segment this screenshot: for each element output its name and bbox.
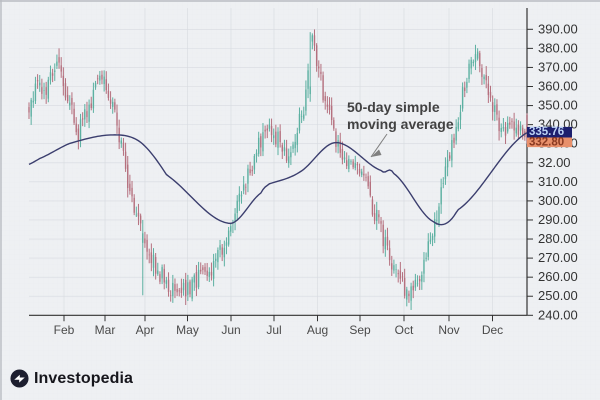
- svg-text:May: May: [176, 323, 199, 337]
- svg-text:260.00: 260.00: [538, 269, 578, 284]
- svg-text:380.00: 380.00: [538, 40, 578, 55]
- svg-text:332.80: 332.80: [529, 136, 564, 148]
- svg-text:350.00: 350.00: [538, 98, 578, 113]
- svg-text:300.00: 300.00: [538, 193, 578, 208]
- svg-text:Jun: Jun: [221, 323, 240, 337]
- svg-text:280.00: 280.00: [538, 231, 578, 246]
- svg-text:Aug: Aug: [307, 323, 328, 337]
- svg-text:270.00: 270.00: [538, 250, 578, 265]
- svg-text:Sep: Sep: [349, 323, 371, 337]
- svg-text:360.00: 360.00: [538, 79, 578, 94]
- svg-text:390.00: 390.00: [538, 21, 578, 36]
- svg-text:Nov: Nov: [438, 323, 459, 337]
- svg-text:Apr: Apr: [136, 323, 155, 337]
- svg-text:370.00: 370.00: [538, 59, 578, 74]
- svg-text:32.00: 32.00: [538, 155, 571, 170]
- svg-text:50-day simple: 50-day simple: [347, 99, 440, 115]
- svg-text:Feb: Feb: [54, 323, 75, 337]
- svg-text:Oct: Oct: [395, 323, 414, 337]
- svg-text:290.00: 290.00: [538, 212, 578, 227]
- svg-text:240.00: 240.00: [538, 307, 578, 322]
- svg-text:310.00: 310.00: [538, 174, 578, 189]
- svg-text:Dec: Dec: [482, 323, 503, 337]
- svg-text:moving average: moving average: [347, 116, 454, 132]
- svg-text:250.00: 250.00: [538, 288, 578, 303]
- svg-text:Mar: Mar: [95, 323, 116, 337]
- svg-text:Jul: Jul: [266, 323, 281, 337]
